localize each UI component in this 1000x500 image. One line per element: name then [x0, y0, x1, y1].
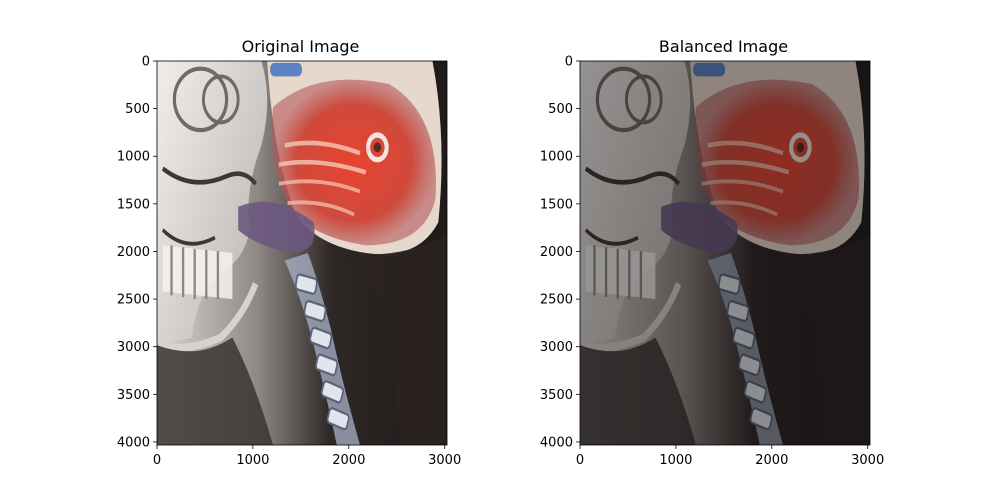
balanced-y-tick-label: 500: [548, 102, 573, 117]
original-y-tick-label: 3000: [117, 340, 150, 355]
original-y-tick-label: 3500: [117, 388, 150, 403]
original-image: [157, 61, 447, 445]
balanced-y-tick-label: 0: [565, 55, 573, 70]
balanced-x-tick-label: 3000: [851, 453, 884, 468]
original-title: Original Image: [242, 37, 360, 56]
balanced-image: [580, 61, 870, 445]
original-y-tick-label: 2000: [117, 245, 150, 260]
balanced-title: Balanced Image: [659, 37, 788, 56]
balanced-y-tick-label: 1500: [540, 197, 573, 212]
balanced-y-tick-label: 1000: [540, 150, 573, 165]
balanced-y-tick-label: 3500: [540, 388, 573, 403]
balanced-x-tick-label: 0: [576, 453, 584, 468]
original-x-tick-label: 2000: [332, 453, 365, 468]
panel-balanced: Balanced Image 0 1000 2000 3000 0 500 1000 1500…: [540, 37, 884, 468]
original-y-tick-label: 1000: [117, 150, 150, 165]
original-x-tick-label: 1000: [236, 453, 269, 468]
original-y-tick-label: 2500: [117, 293, 150, 308]
balanced-y-tick-label: 3000: [540, 340, 573, 355]
original-y-tick-label: 0: [142, 55, 150, 70]
balanced-x-tick-label: 2000: [755, 453, 788, 468]
original-y-tick-label: 1500: [117, 197, 150, 212]
balanced-y-tick-label: 4000: [540, 435, 573, 450]
panel-original: Original Image 0 1000 2000 3000 0 500 1000 1500…: [117, 37, 461, 468]
original-x-tick-label: 0: [153, 453, 161, 468]
original-y-tick-label: 4000: [117, 435, 150, 450]
balanced-y-tick-label: 2000: [540, 245, 573, 260]
original-x-tick-label: 3000: [428, 453, 461, 468]
balanced-y-tick-label: 2500: [540, 293, 573, 308]
original-y-tick-label: 500: [125, 102, 150, 117]
balanced-x-tick-label: 1000: [659, 453, 692, 468]
